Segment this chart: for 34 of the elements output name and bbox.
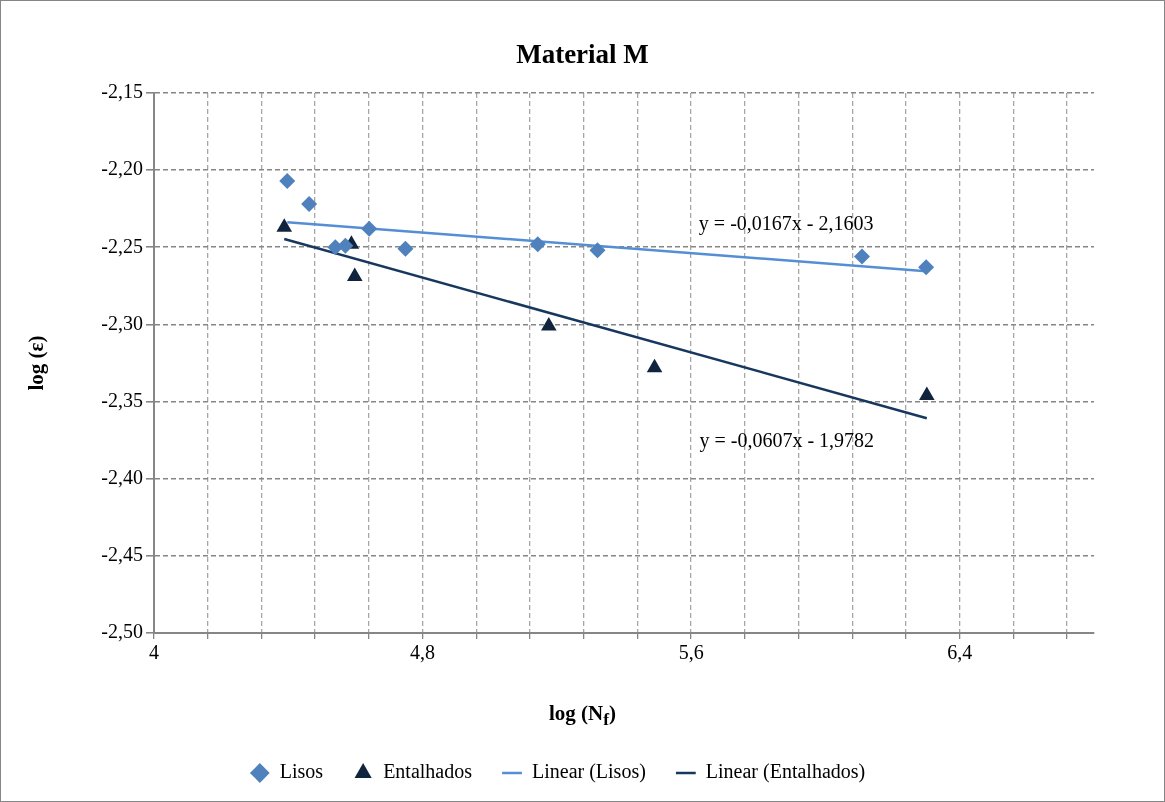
y-tick-label: -2,35 — [101, 388, 143, 411]
x-tick-label: 4 — [149, 641, 159, 664]
point — [854, 248, 871, 265]
annotation: y = -0,0607x - 1,9782 — [699, 429, 875, 453]
point — [397, 240, 414, 257]
point — [646, 358, 663, 373]
legend-label: Linear (Entalhados) — [705, 760, 866, 784]
point — [337, 237, 354, 254]
annotation: y = -0,0167x - 2,1603 — [698, 212, 874, 236]
y-tick-label: -2,30 — [101, 311, 143, 334]
chart-title: Material M — [515, 39, 650, 70]
x-axis-title: log (N$_{f}$) — [547, 701, 618, 731]
point — [529, 236, 546, 253]
y-tick-label: -2,15 — [101, 80, 143, 103]
x-tick-label: 4,8 — [410, 641, 436, 664]
legend-label: Linear (Lisos) — [531, 760, 646, 784]
y-tick-label: -2,40 — [101, 465, 143, 488]
point — [346, 267, 363, 282]
legend-label: Entalhados — [383, 760, 473, 783]
legend-label: Lisos — [279, 760, 324, 783]
point — [541, 316, 557, 331]
y-tick-label: -2,50 — [101, 620, 143, 643]
point — [361, 220, 378, 237]
y-tick-label: -2,25 — [101, 234, 143, 257]
y-axis-title: log (ε) — [24, 335, 49, 391]
y-tick-label: -2,20 — [101, 157, 143, 180]
point — [919, 386, 935, 400]
point — [589, 242, 606, 259]
point — [279, 172, 296, 189]
point — [918, 259, 935, 276]
point — [301, 196, 318, 213]
y-tick-label: -2,45 — [101, 543, 143, 566]
x-tick-label: 5,6 — [678, 641, 704, 664]
x-tick-label: 6,4 — [947, 641, 973, 664]
